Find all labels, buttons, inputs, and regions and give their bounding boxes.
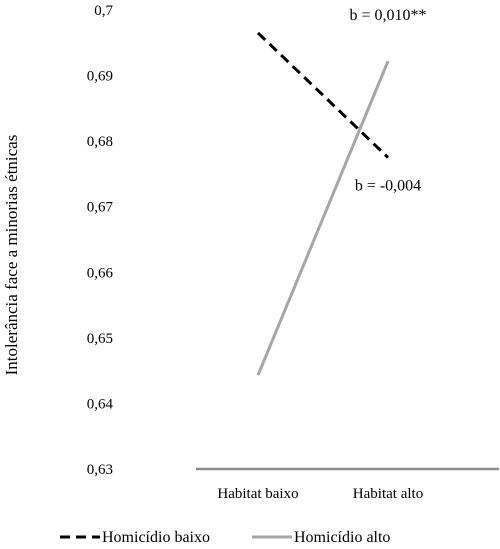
y-axis: Intolerância face a minorias étnicas 0,6… xyxy=(2,3,114,478)
legend-label-1: Homicídio baixo xyxy=(102,529,210,546)
y-tick-label: 0,7 xyxy=(94,3,113,19)
y-tick-label: 0,67 xyxy=(87,200,114,216)
series-line-2 xyxy=(256,60,390,376)
series-lines xyxy=(256,31,390,376)
slope-annotation-1: b = 0,010** xyxy=(349,7,426,24)
y-tick-labels: 0,63 0,64 0,65 0,66 0,67 0,68 0,69 0,7 xyxy=(87,3,114,478)
y-tick-label: 0,64 xyxy=(87,396,114,412)
legend-label-2: Homicídio alto xyxy=(294,529,390,546)
x-tick-label: Habitat alto xyxy=(353,486,423,502)
series-line-1 xyxy=(256,31,390,159)
y-tick-label: 0,65 xyxy=(87,331,113,347)
legend: Homicídio baixo Homicídio alto xyxy=(60,529,390,546)
y-tick-label: 0,66 xyxy=(87,265,114,281)
annotations: b = 0,010** b = -0,004 xyxy=(349,7,426,194)
x-tick-labels: Habitat baixo Habitat alto xyxy=(217,486,423,502)
y-axis-label: Intolerância face a minorias étnicas xyxy=(2,135,21,376)
y-tick-label: 0,63 xyxy=(87,462,113,478)
y-tick-label: 0,69 xyxy=(87,69,113,85)
slope-annotation-2: b = -0,004 xyxy=(355,177,421,194)
x-tick-label: Habitat baixo xyxy=(217,486,298,502)
y-tick-label: 0,68 xyxy=(87,134,113,150)
